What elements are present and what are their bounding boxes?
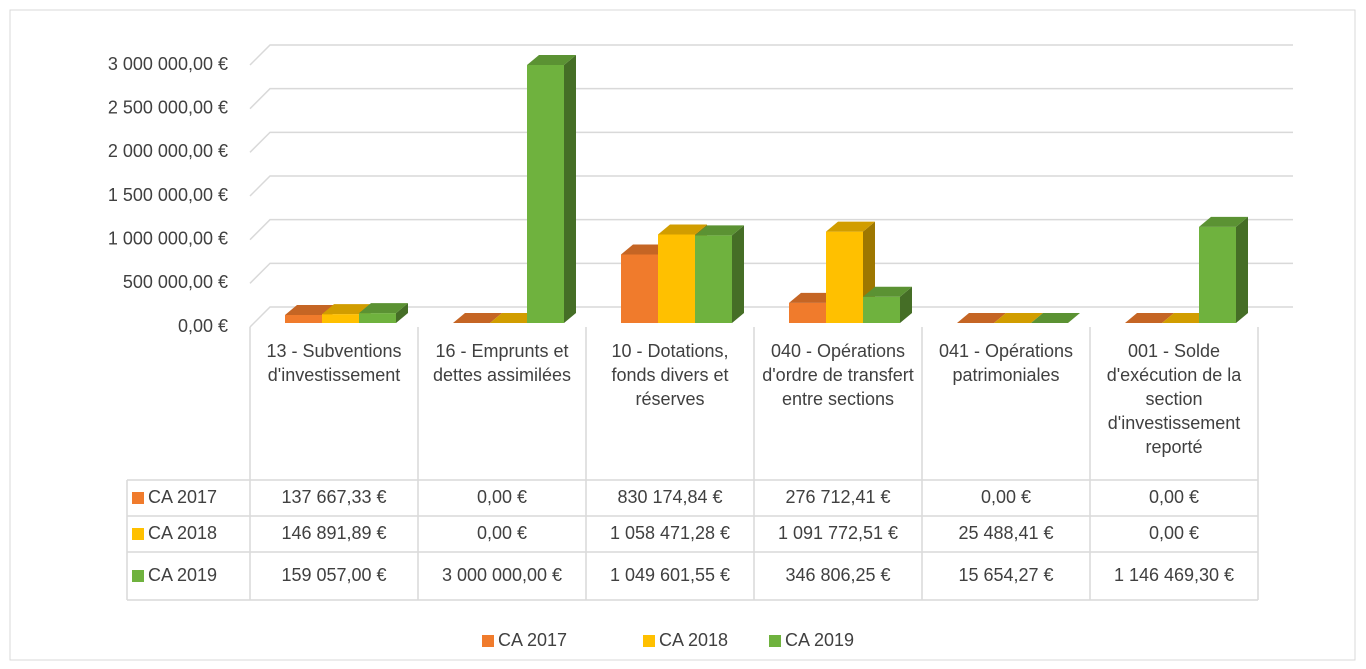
y-tick-label: 2 500 000,00 € [108,97,228,117]
bar-top [658,224,707,235]
legend-key [132,528,144,540]
bar-side [732,225,744,323]
table-value: 830 174,84 € [617,487,722,507]
legend-key [643,635,655,647]
table-value: 0,00 € [981,487,1031,507]
table-value: 137 667,33 € [281,487,386,507]
bar [863,296,900,323]
bar [1199,226,1236,323]
legend-key [482,635,494,647]
table-value: 346 806,25 € [785,565,890,585]
y-tick-label: 3 000 000,00 € [108,54,228,74]
grid-line [249,44,1293,66]
bar [527,65,564,323]
bar-top [695,225,744,236]
table-value: 1 091 772,51 € [778,523,898,543]
category-cell: 16 - Emprunts et dettes assimilées [432,341,572,385]
x-tick-label: 040 - Opérations d'ordre de transfert en… [762,341,914,409]
legend-label: CA 2017 [498,630,567,650]
bar-top [322,304,371,315]
bar-top [1199,216,1248,227]
legend-key [769,635,781,647]
grid-line [249,218,1293,241]
row-label: CA 2019 [148,565,217,585]
bar-top [490,313,539,323]
row-label: CA 2018 [148,523,217,543]
table-value: 159 057,00 € [281,565,386,585]
category-cell: 040 - Opérations d'ordre de transfert en… [762,341,914,409]
bar-top [994,313,1043,323]
x-tick-label: 041 - Opérations patrimoniales [938,341,1074,385]
legend-label: CA 2018 [659,630,728,650]
bar-side [1236,216,1248,323]
legend-key [132,570,144,582]
row-label: CA 2017 [148,487,217,507]
legend-key [132,492,144,504]
grid-line [249,306,1293,328]
bar-top [1162,313,1211,323]
bar-top [1125,313,1174,323]
table-value: 1 146 469,30 € [1114,565,1234,585]
table-value: 0,00 € [1149,487,1199,507]
bar [359,313,396,323]
bar [826,231,863,323]
bar [658,234,695,323]
bar-side [396,303,408,323]
category-cell: 001 - Solde d'exécution de la section d'… [1106,341,1242,457]
table-value: 1 058 471,28 € [610,523,730,543]
bar-top [453,313,502,323]
table-value: 1 049 601,55 € [610,565,730,585]
bar-top [359,303,408,314]
y-tick-label: 2 000 000,00 € [108,141,228,161]
bar [322,314,359,323]
table-value: 0,00 € [1149,523,1199,543]
bar-top [285,304,334,315]
bar-top [957,313,1006,323]
category-cell: 13 - Subventions d'investissement [266,341,402,385]
category-cell: 10 - Dotations, fonds divers et réserves [611,341,729,409]
y-tick-label: 0,00 € [178,316,228,336]
bar-top [789,292,838,303]
bar [621,254,658,323]
bar-top [527,55,576,65]
table-value: 25 488,41 € [958,523,1053,543]
bar-side [564,55,576,323]
bar-top [826,221,875,232]
table-value: 15 654,27 € [958,565,1053,585]
table-value: 0,00 € [477,523,527,543]
x-tick-label: 10 - Dotations, fonds divers et réserves [611,341,729,409]
x-tick-label: 13 - Subventions d'investissement [266,341,402,385]
grid-line [249,175,1293,197]
bar [789,302,826,323]
bar-top [1031,313,1080,323]
grid-line [249,87,1293,110]
grid-line [249,131,1293,153]
bar [695,235,732,323]
category-cell: 041 - Opérations patrimoniales [938,341,1074,385]
y-tick-label: 500 000,00 € [123,272,228,292]
table-value: 146 891,89 € [281,523,386,543]
table-value: 0,00 € [477,487,527,507]
x-tick-label: 001 - Solde d'exécution de la section d'… [1106,341,1242,457]
bar-top [621,244,670,255]
bar [285,314,322,323]
y-tick-label: 1 500 000,00 € [108,185,228,205]
bar-top [863,286,912,297]
table-value: 3 000 000,00 € [442,565,562,585]
grid-line [249,262,1293,284]
table-value: 276 712,41 € [785,487,890,507]
legend-label: CA 2019 [785,630,854,650]
x-tick-label: 16 - Emprunts et dettes assimilées [432,341,572,385]
y-tick-label: 1 000 000,00 € [108,228,228,248]
bar-side [900,286,912,323]
